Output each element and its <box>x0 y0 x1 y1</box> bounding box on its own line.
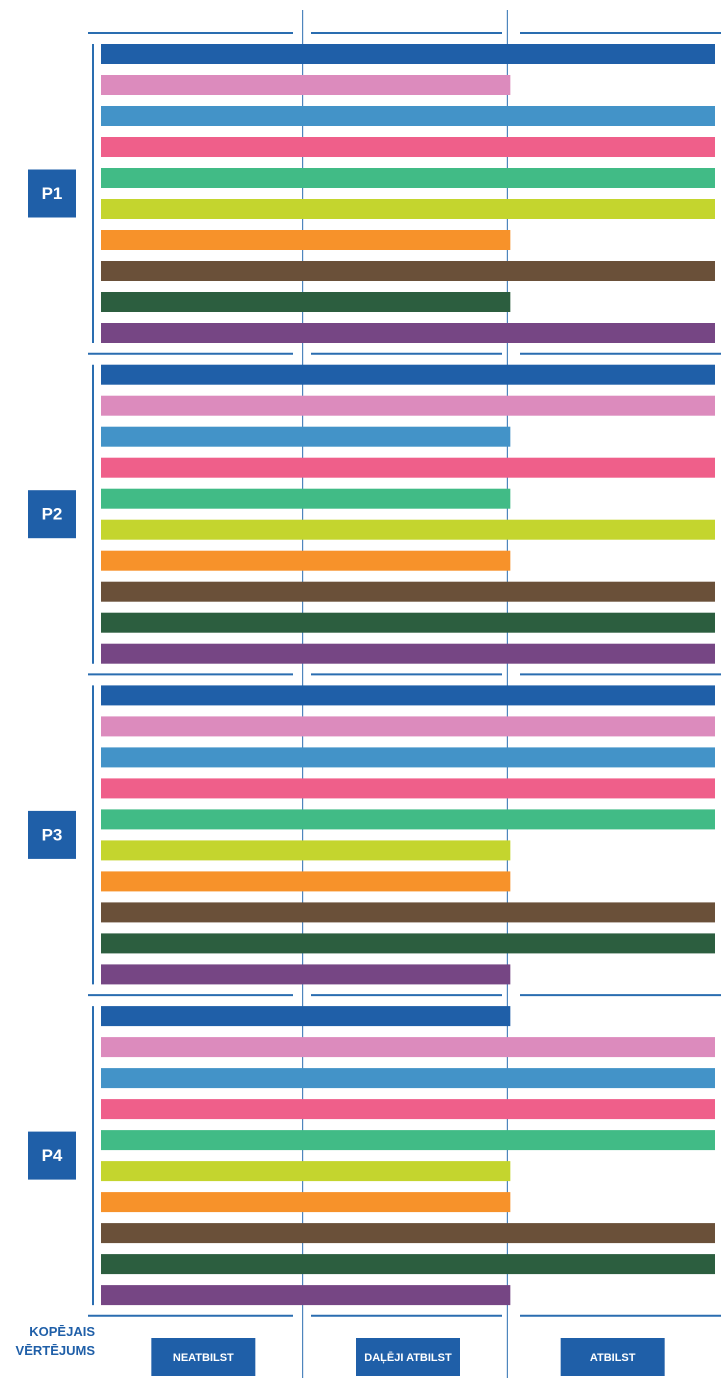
bar <box>101 685 715 706</box>
bar <box>101 1254 715 1275</box>
bar <box>101 44 715 64</box>
bar <box>101 106 715 126</box>
bar <box>101 840 511 861</box>
x-tick-label: ATBILST <box>590 1352 636 1364</box>
group-label-box <box>28 810 76 859</box>
x-tick-box <box>356 1338 460 1376</box>
bar <box>101 716 715 737</box>
x-tick-label: DAĻĒJI ATBILST <box>364 1352 452 1364</box>
group-label: P3 <box>42 825 63 844</box>
bar <box>101 1223 715 1244</box>
bar <box>101 964 511 985</box>
x-tick-box <box>151 1338 256 1376</box>
bar <box>101 1161 511 1182</box>
bar <box>101 168 715 188</box>
x-tick-label: NEATBILST <box>173 1352 234 1364</box>
bar <box>101 1285 511 1306</box>
bar <box>101 364 715 385</box>
group-label-box <box>28 1131 76 1180</box>
bar <box>101 395 715 416</box>
bar <box>101 1192 511 1213</box>
bar <box>101 612 715 633</box>
group-label-box <box>28 490 76 539</box>
bar <box>101 1099 715 1120</box>
bar <box>101 519 715 540</box>
x-axis-title: KOPĒJAIS VĒRTĒJUMS <box>16 1324 96 1358</box>
bar <box>101 871 511 892</box>
bar <box>101 809 715 830</box>
group-label: P4 <box>42 1146 63 1165</box>
bar <box>101 1068 715 1089</box>
bar <box>101 488 511 509</box>
bar <box>101 1006 511 1027</box>
bar <box>101 199 715 219</box>
bar <box>101 323 715 343</box>
bar <box>101 550 511 571</box>
bar <box>101 778 715 799</box>
bar <box>101 137 715 157</box>
bar <box>101 747 715 768</box>
group-label: P1 <box>42 184 63 203</box>
bar <box>101 1037 715 1058</box>
bar <box>101 426 511 447</box>
bar <box>101 457 715 478</box>
bar <box>101 292 511 312</box>
bar <box>101 933 715 954</box>
bar <box>101 261 715 281</box>
bar <box>101 230 511 250</box>
group-label-box <box>28 169 76 218</box>
bar <box>101 581 715 602</box>
bar <box>101 902 715 923</box>
bar <box>101 1130 715 1151</box>
bar <box>101 75 511 95</box>
bar <box>101 643 715 664</box>
group-label: P2 <box>42 505 63 524</box>
x-tick-box <box>560 1338 665 1376</box>
